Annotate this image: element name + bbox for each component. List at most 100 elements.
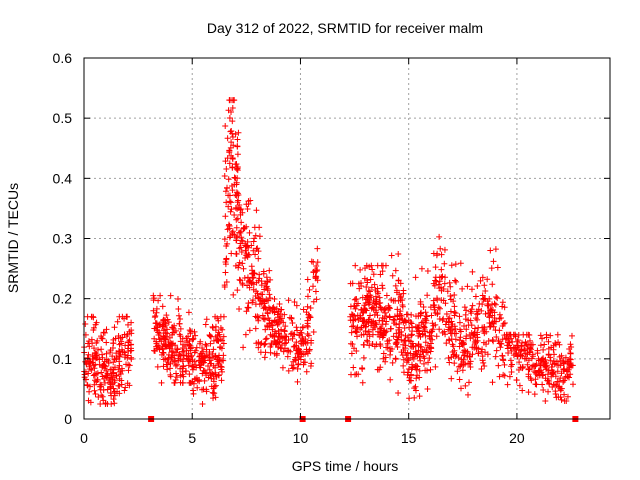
data-point [226, 198, 233, 205]
data-point [516, 382, 523, 389]
data-point [419, 319, 426, 326]
data-point [567, 371, 574, 378]
data-point [550, 357, 557, 364]
data-point [175, 312, 182, 319]
data-point [392, 297, 399, 304]
data-point [260, 268, 267, 275]
data-point [438, 297, 445, 304]
data-point [117, 369, 124, 376]
data-point [562, 354, 569, 361]
data-point [445, 319, 452, 326]
data-point [489, 379, 496, 386]
data-point [121, 387, 128, 394]
data-point [101, 329, 108, 336]
data-point [223, 165, 230, 172]
data-point [221, 236, 228, 243]
data-point [392, 340, 399, 347]
data-point [164, 366, 171, 373]
data-point [545, 388, 552, 395]
data-point [199, 345, 206, 352]
data-point [473, 339, 480, 346]
data-point [555, 394, 562, 401]
data-point [286, 314, 293, 321]
data-point [422, 309, 429, 316]
data-point [392, 267, 399, 274]
data-point [416, 353, 423, 360]
data-point [404, 311, 411, 318]
data-point [415, 341, 422, 348]
data-point [243, 252, 250, 259]
data-point [477, 277, 484, 284]
data-point [424, 267, 431, 274]
data-point [439, 317, 446, 324]
data-point [424, 386, 431, 393]
data-point [362, 328, 369, 335]
data-point [436, 305, 443, 312]
data-point [570, 381, 577, 388]
data-point [191, 349, 198, 356]
data-point [479, 292, 486, 299]
data-point [537, 367, 544, 374]
data-point [513, 377, 520, 384]
data-point [373, 301, 380, 308]
data-point [359, 379, 366, 386]
data-point [229, 118, 236, 125]
data-point [376, 366, 383, 373]
data-point [567, 350, 574, 357]
data-point [253, 340, 260, 347]
data-point [480, 296, 487, 303]
data-point [233, 166, 240, 173]
data-point [117, 334, 124, 341]
data-point [207, 340, 214, 347]
data-point [227, 128, 234, 135]
data-point [275, 314, 282, 321]
data-point [262, 340, 269, 347]
data-point [552, 340, 559, 347]
data-point [441, 260, 448, 267]
data-point [447, 283, 454, 290]
data-point [355, 371, 362, 378]
data-point [408, 332, 415, 339]
data-point [404, 357, 411, 364]
data-point [196, 357, 203, 364]
data-point [128, 354, 135, 361]
data-point [176, 331, 183, 338]
data-point [347, 303, 354, 310]
data-point [208, 333, 215, 340]
data-point [103, 339, 110, 346]
data-point [420, 323, 427, 330]
data-point [248, 263, 255, 270]
data-point [295, 361, 302, 368]
data-point [218, 377, 225, 384]
data-point [118, 340, 125, 347]
chart-title: Day 312 of 2022, SRMTID for receiver mal… [207, 20, 483, 36]
data-point [473, 346, 480, 353]
data-point [549, 369, 556, 376]
data-point [213, 356, 220, 363]
y-tick-label: 0 [64, 411, 72, 427]
data-point [421, 355, 428, 362]
data-point [298, 340, 305, 347]
data-point [531, 391, 538, 398]
data-point [246, 277, 253, 284]
data-point [173, 370, 180, 377]
data-point [190, 387, 197, 394]
data-point [542, 397, 549, 404]
data-point [370, 271, 377, 278]
data-point [233, 179, 240, 186]
data-point [216, 331, 223, 338]
data-point [232, 131, 239, 138]
data-point [275, 327, 282, 334]
data-point [261, 316, 268, 323]
data-point [393, 321, 400, 328]
data-point [223, 279, 230, 286]
data-point [439, 273, 446, 280]
data-point [448, 330, 455, 337]
data-point [508, 347, 515, 354]
data-point [82, 321, 89, 328]
data-point [225, 176, 232, 183]
data-point [264, 310, 271, 317]
data-point [90, 372, 97, 379]
data-point [539, 381, 546, 388]
data-point [367, 276, 374, 283]
